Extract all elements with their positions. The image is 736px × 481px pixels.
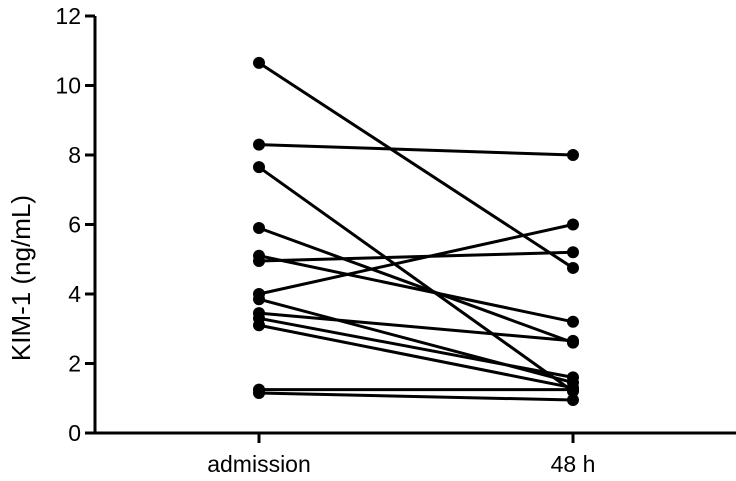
y-tick-label: 8 (68, 142, 81, 168)
data-point (567, 383, 579, 396)
data-point (567, 246, 579, 259)
y-tick-label: 0 (68, 420, 81, 446)
axes: 0 2 4 6 8 10 12 admission 48 h (55, 3, 736, 477)
series-line (258, 316, 574, 379)
y-tick-label: 12 (55, 3, 81, 29)
y-tick-label: 4 (68, 281, 81, 307)
data-point (253, 161, 265, 174)
series-line (258, 311, 574, 343)
data-point (567, 315, 579, 328)
data-point (253, 56, 265, 69)
x-tick-label: admission (207, 451, 311, 477)
y-axis-label: KIM-1 (ng/mL) (6, 195, 36, 361)
series-line (258, 254, 574, 324)
data-point (567, 261, 579, 274)
series-lines (258, 61, 574, 402)
data-point (567, 218, 579, 231)
series-line (258, 61, 574, 270)
data-point (567, 371, 579, 384)
data-point (253, 138, 265, 151)
data-point (253, 319, 265, 332)
data-point (253, 221, 265, 234)
data-point (253, 254, 265, 267)
series-line (258, 143, 574, 157)
series-line (258, 226, 574, 345)
data-point (253, 293, 265, 306)
data-point (567, 393, 579, 406)
y-tick-label: 10 (55, 73, 81, 99)
x-tick-label: 48 h (551, 451, 596, 477)
data-point (253, 387, 265, 400)
series-line (258, 250, 574, 263)
data-point (567, 334, 579, 347)
series-line (258, 323, 574, 390)
y-tick-label: 6 (68, 212, 81, 238)
data-points (253, 56, 579, 406)
series-line (258, 165, 574, 393)
series-line (258, 223, 574, 296)
series-line (258, 391, 574, 402)
data-point (567, 149, 579, 161)
y-tick-label: 2 (68, 351, 81, 377)
